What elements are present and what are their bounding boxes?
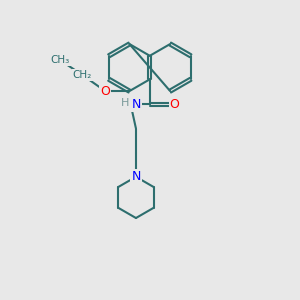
Text: N: N [131, 170, 141, 183]
Text: N: N [131, 98, 141, 111]
Text: N: N [131, 170, 141, 183]
Text: CH₂: CH₂ [73, 70, 92, 80]
Text: O: O [169, 98, 179, 111]
Text: O: O [100, 85, 110, 98]
Text: H: H [121, 98, 129, 108]
Text: CH₃: CH₃ [51, 55, 70, 65]
